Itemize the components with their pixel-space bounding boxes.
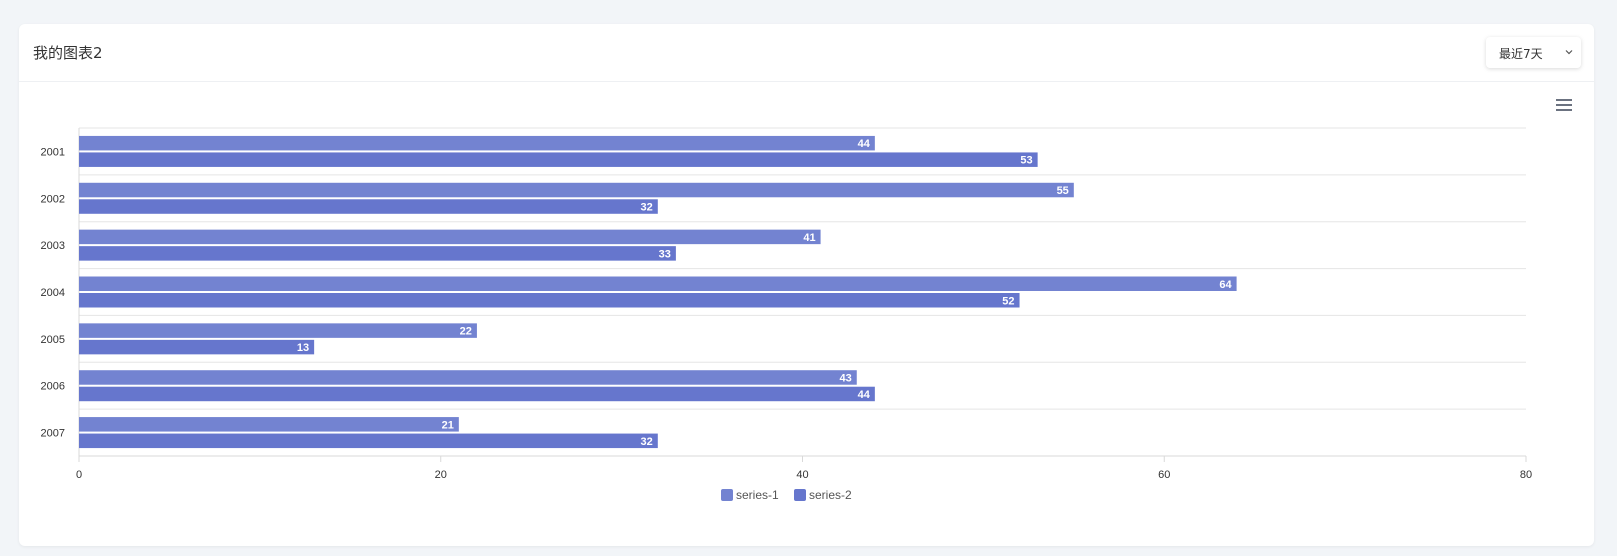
card-header: 我的图表2 最近7天 — [19, 24, 1594, 82]
y-tick-label: 2003 — [41, 240, 65, 252]
data-label: 32 — [641, 202, 653, 214]
bar-series-1[interactable] — [79, 135, 875, 151]
data-label: 43 — [840, 372, 852, 384]
data-label: 21 — [442, 419, 454, 431]
y-tick-label: 2006 — [41, 381, 65, 393]
bar-series-2[interactable] — [79, 246, 676, 261]
bar-series-2[interactable] — [79, 386, 875, 402]
chart-card: 我的图表2 最近7天 0 20 40 60 80 2001 44 53 2002 55 32 2003… — [19, 24, 1594, 546]
date-range-select[interactable]: 最近7天 — [1486, 37, 1581, 68]
data-label: 22 — [460, 326, 472, 338]
y-tick-label: 2004 — [41, 287, 65, 299]
hamburger-menu-icon[interactable] — [1554, 96, 1576, 114]
y-tick-label: 2007 — [41, 428, 65, 440]
x-tick-label: 80 — [1520, 469, 1532, 481]
bar-series-2[interactable] — [79, 199, 658, 214]
bar-series-1[interactable] — [79, 370, 857, 385]
data-label: 44 — [858, 138, 871, 150]
legend-marker-series-2[interactable] — [794, 489, 806, 501]
legend-marker-series-1[interactable] — [721, 489, 733, 501]
bar-series-2[interactable] — [79, 152, 1038, 167]
bar-series-2[interactable] — [79, 433, 658, 449]
y-tick-label: 2002 — [41, 193, 65, 205]
bar-series-1[interactable] — [79, 276, 1237, 292]
bar-series-1[interactable] — [79, 229, 821, 245]
bar-series-1[interactable] — [79, 417, 459, 432]
data-label: 33 — [659, 248, 671, 260]
data-label: 55 — [1057, 185, 1069, 197]
bar-chart: 0 20 40 60 80 2001 44 53 2002 55 32 2003 41 33 2004 64 5… — [41, 127, 1532, 502]
data-label: 13 — [297, 342, 309, 354]
date-range-value: 最近7天 — [1499, 47, 1543, 61]
data-label: 32 — [641, 436, 653, 448]
data-label: 52 — [1002, 295, 1014, 307]
y-tick-label: 2001 — [41, 146, 65, 158]
bar-series-2[interactable] — [79, 293, 1020, 308]
bar-series-1[interactable] — [79, 182, 1074, 198]
data-label: 41 — [803, 232, 815, 244]
bar-series-1[interactable] — [79, 323, 477, 338]
data-label: 44 — [858, 389, 871, 401]
x-tick-label: 20 — [435, 469, 447, 481]
x-tick-label: 0 — [76, 469, 82, 481]
x-tick-label: 40 — [796, 469, 808, 481]
x-tick-label: 60 — [1158, 469, 1170, 481]
chevron-down-icon — [1565, 50, 1573, 55]
data-label: 64 — [1219, 279, 1232, 291]
data-label: 53 — [1020, 155, 1032, 167]
legend-label-series-2[interactable]: series-2 — [809, 488, 852, 502]
bar-series-2[interactable] — [79, 339, 315, 355]
legend-label-series-1[interactable]: series-1 — [736, 488, 779, 502]
card-title: 我的图表2 — [33, 44, 103, 62]
y-tick-label: 2005 — [41, 334, 65, 346]
